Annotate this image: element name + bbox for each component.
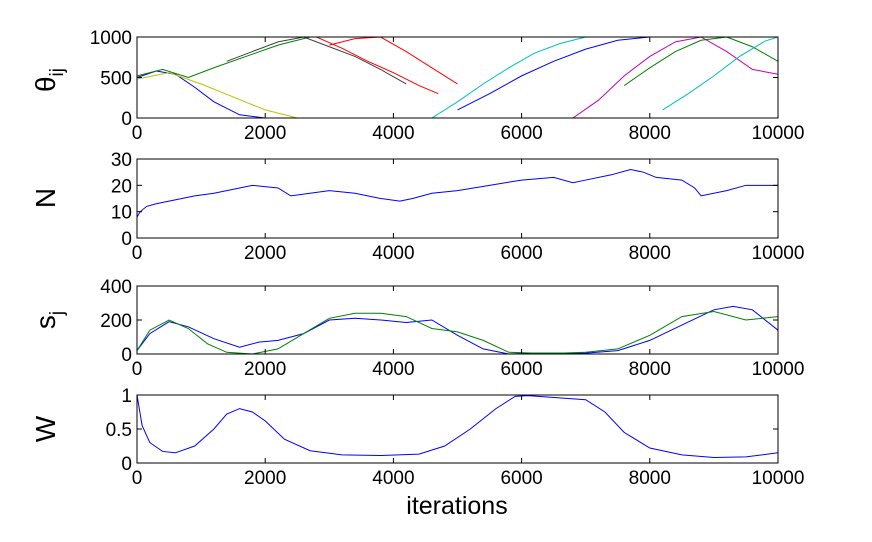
y-tick-label: 30 [111,150,132,171]
x-tick-label: 6000 [500,123,542,144]
x-axis-label-svg: iterations [406,492,507,520]
x-tick-label: 2000 [244,468,286,489]
x-tick-label: 4000 [372,468,414,489]
x-tick-label: 4000 [372,123,414,144]
series-group [137,305,778,354]
y-axis-label: θij [30,68,68,92]
subplot-3: 0 2000 4000 6000 8000 10000 0 200 400 sj [30,277,804,380]
x-tick-label: 2000 [244,359,286,380]
series-line-2 [137,37,330,79]
series-line-10 [329,37,458,85]
y-tick-label: 1 [121,386,132,407]
x-tick-label: 0 [132,468,143,489]
x-tick-label: 6000 [500,468,542,489]
y-tick-label: 0 [121,454,132,475]
series-group [137,395,778,459]
subplot-4: 0 2000 4000 6000 8000 10000 0 0.5 1 W [30,386,804,489]
series-line-6 [137,72,298,118]
axes-box [136,394,779,464]
axes-box [136,158,779,239]
series-line-11 [662,37,778,111]
x-tick-label: 0 [132,359,143,380]
series-group [137,169,778,218]
y-tick-label: 0 [121,109,132,130]
x-tick-label: 10000 [752,359,805,380]
x-tick-label: 10000 [752,243,805,264]
x-tick-label: 8000 [629,359,671,380]
x-tick-label: 6000 [500,359,542,380]
y-tick-label: 10 [111,203,132,224]
x-tick-label: 2000 [244,243,286,264]
series-line-1 [137,169,778,218]
series-line-9 [623,37,778,87]
series-line-1 [137,395,778,459]
y-tick-label: 200 [100,311,132,332]
x-tick-label: 10000 [752,468,805,489]
series-line-1 [137,305,778,354]
x-tick-label: 8000 [629,468,671,489]
axes-box [136,285,779,355]
series-line-3 [316,37,439,95]
series-group [137,37,778,118]
y-tick-label: 0.5 [106,420,132,441]
y-tick-label: 400 [100,277,132,298]
y-axis-label: N [30,188,61,208]
x-tick-label: 4000 [372,243,414,264]
series-line-2 [137,310,778,354]
series-line-7 [226,37,407,85]
x-tick-label: 4000 [372,359,414,380]
y-axis-label: W [30,415,61,442]
x-tick-label: 0 [132,243,143,264]
y-tick-label: 500 [100,69,132,90]
y-axis-label: sj [30,311,68,329]
series-line-5 [572,37,778,118]
y-tick-label: 1000 [90,28,132,49]
y-tick-label: 20 [111,176,132,197]
x-tick-label: 0 [132,123,143,144]
x-tick-label: 2000 [244,123,286,144]
x-tick-label: 10000 [752,123,805,144]
series-line-4 [431,37,586,118]
subplot-1: 0 2000 4000 6000 8000 10000 0 500 1000 θij [30,28,804,144]
series-line-8 [457,37,650,111]
series-line-1 [137,70,291,118]
x-tick-label: 8000 [629,123,671,144]
x-tick-label: 6000 [500,243,542,264]
x-tick-label: 8000 [629,243,671,264]
y-tick-label: 0 [121,229,132,250]
y-tick-label: 0 [121,345,132,366]
